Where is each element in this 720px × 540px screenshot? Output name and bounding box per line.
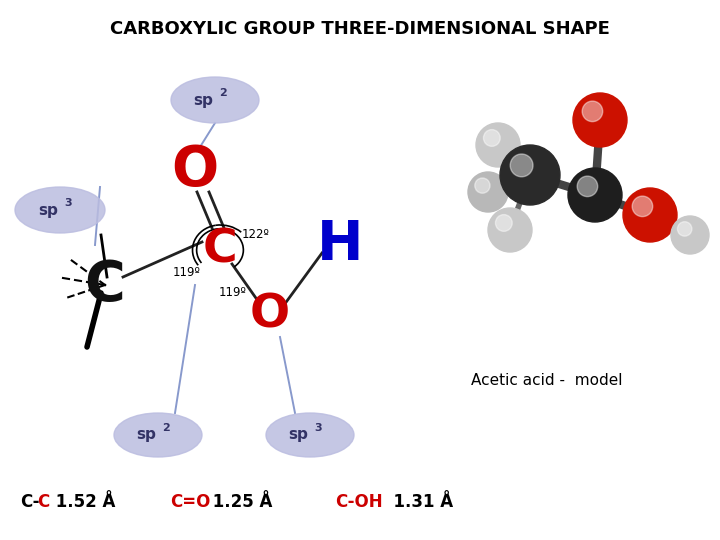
Text: sp: sp	[193, 92, 213, 107]
Circle shape	[488, 208, 532, 252]
Circle shape	[632, 196, 653, 217]
Circle shape	[484, 130, 500, 146]
Text: C=O: C=O	[170, 493, 210, 511]
Text: 3: 3	[314, 423, 322, 434]
Circle shape	[671, 216, 709, 254]
Text: C-: C-	[20, 493, 40, 511]
Ellipse shape	[266, 413, 354, 457]
Text: C: C	[37, 493, 49, 511]
Text: 1.25 Å: 1.25 Å	[207, 493, 272, 511]
Text: 119º: 119º	[219, 286, 247, 299]
Text: H: H	[317, 218, 364, 272]
Text: Acetic acid -  model: Acetic acid - model	[472, 373, 623, 388]
Text: C-OH: C-OH	[335, 493, 382, 511]
Text: 119º: 119º	[173, 266, 201, 279]
Circle shape	[474, 178, 490, 193]
Text: 122º: 122º	[242, 227, 270, 240]
Circle shape	[468, 172, 508, 212]
Circle shape	[678, 222, 692, 236]
Circle shape	[495, 214, 512, 231]
Text: sp: sp	[38, 202, 58, 218]
Ellipse shape	[171, 77, 259, 123]
Ellipse shape	[15, 187, 105, 233]
Circle shape	[476, 123, 520, 167]
Circle shape	[500, 145, 560, 205]
Text: 2: 2	[162, 423, 170, 434]
Text: 1.31 Å: 1.31 Å	[382, 493, 453, 511]
Text: C: C	[202, 227, 238, 273]
Circle shape	[510, 154, 533, 177]
Text: 3: 3	[64, 198, 71, 208]
Text: O: O	[171, 143, 219, 197]
Ellipse shape	[114, 413, 202, 457]
Text: C: C	[85, 258, 125, 312]
Circle shape	[623, 188, 677, 242]
Text: 1.52 Å: 1.52 Å	[50, 493, 115, 511]
Text: 2: 2	[219, 89, 227, 98]
Text: sp: sp	[136, 428, 156, 442]
Circle shape	[573, 93, 627, 147]
Circle shape	[568, 168, 622, 222]
Circle shape	[577, 176, 598, 197]
Circle shape	[582, 101, 603, 122]
Text: CARBOXYLIC GROUP THREE-DIMENSIONAL SHAPE: CARBOXYLIC GROUP THREE-DIMENSIONAL SHAPE	[110, 20, 610, 38]
Text: O: O	[250, 293, 290, 338]
Text: sp: sp	[288, 428, 308, 442]
